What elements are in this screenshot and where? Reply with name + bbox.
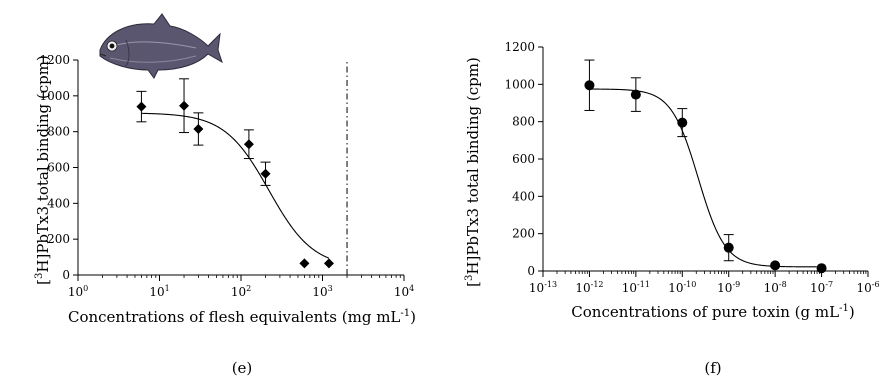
x-tick-label: 102 — [231, 284, 251, 299]
chart-axes: 0 200 400 600 800 1000 1200 100 101 102 103 104 — [39, 53, 414, 299]
data-point — [723, 242, 734, 253]
x-tick-label: 103 — [312, 284, 332, 299]
y-tick-label: 200 — [47, 232, 70, 246]
x-tick-label: 10-7 — [810, 280, 833, 295]
chart-panel-e: [3H]PbTx3 total binding (cpm) Concentrat… — [34, 13, 416, 377]
y-tick-label: 400 — [512, 189, 535, 203]
fish-illustration — [99, 13, 223, 79]
x-tick-label: 100 — [68, 284, 88, 299]
x-tick-label: 104 — [394, 284, 414, 299]
y-tick-label: 0 — [527, 264, 535, 278]
chart-marks — [136, 60, 348, 275]
y-tick-label: 600 — [47, 161, 70, 175]
y-tick-label: 600 — [512, 152, 535, 166]
x-tick-label: 10-11 — [622, 280, 650, 295]
svg-text:[3H]PbTx3 total binding (cpm): [3H]PbTx3 total binding (cpm) — [34, 55, 52, 285]
y-tick-label: 200 — [512, 227, 535, 241]
data-point — [677, 117, 688, 128]
fit-curve — [141, 112, 330, 259]
y-axis-title: [3H]PbTx3 total binding (cpm) — [464, 57, 482, 287]
y-tick-label: 1200 — [39, 53, 70, 67]
y-tick-label: 0 — [62, 268, 70, 282]
y-tick-label: 1000 — [504, 77, 535, 91]
data-point — [136, 101, 147, 112]
data-point — [323, 258, 334, 269]
y-tick-label: 800 — [512, 115, 535, 129]
data-point — [260, 168, 271, 179]
data-point — [630, 89, 641, 100]
data-point — [193, 123, 204, 134]
data-point — [179, 100, 190, 111]
y-tick-label: 400 — [47, 196, 70, 210]
data-point — [770, 260, 781, 271]
x-tick-label: 10-9 — [717, 280, 740, 295]
x-tick-label: 10-10 — [668, 280, 696, 295]
x-axis-title: Concentrations of flesh equivalents (mg … — [68, 308, 416, 326]
data-point — [816, 263, 827, 274]
x-tick-label: 10-13 — [529, 280, 557, 295]
panel-label-f: (f) — [704, 359, 721, 377]
y-tick-label: 1200 — [504, 40, 535, 54]
data-point — [584, 80, 595, 91]
svg-text:[3H]PbTx3 total binding (cpm): [3H]PbTx3 total binding (cpm) — [464, 57, 482, 287]
chart-panel-f: [3H]PbTx3 total binding (cpm) Concentrat… — [464, 40, 880, 377]
chart-marks — [584, 59, 827, 274]
y-tick-label: 1000 — [39, 89, 70, 103]
x-tick-label: 10-6 — [856, 280, 879, 295]
x-tick-label: 10-8 — [764, 280, 787, 295]
data-point — [243, 139, 254, 150]
x-axis-title: Concentrations of pure toxin (g mL-1) — [571, 303, 854, 321]
fit-curve — [589, 88, 822, 268]
x-tick-label: 101 — [149, 284, 169, 299]
chart-axes: 0 200 400 600 800 1000 1200 10-13 10-12 10-11 10-1… — [504, 40, 879, 295]
data-point — [299, 258, 310, 269]
y-tick-label: 800 — [47, 125, 70, 139]
y-axis-title: [3H]PbTx3 total binding (cpm) — [34, 55, 52, 285]
x-tick-label: 10-12 — [575, 280, 603, 295]
panel-label-e: (e) — [232, 359, 253, 377]
